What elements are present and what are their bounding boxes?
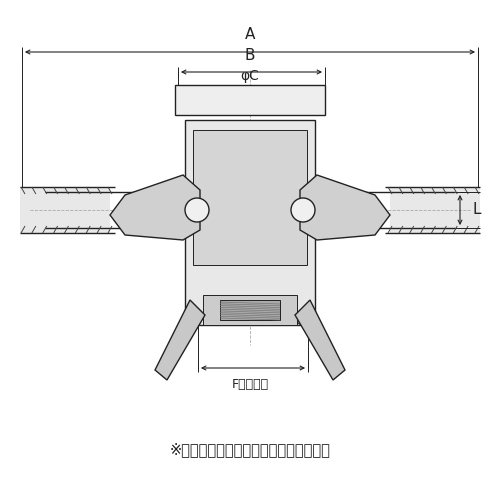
Bar [175,85,325,115]
Polygon shape [295,300,345,380]
Text: A: A [245,27,255,42]
Bar [203,295,297,325]
Circle shape [291,198,315,222]
Text: ※８インチ品のカムアームは４本です。: ※８インチ品のカムアームは４本です。 [170,442,330,458]
Text: S: S [284,312,314,338]
Polygon shape [155,300,205,380]
Bar [20,187,110,233]
Bar [390,187,480,233]
Bar [185,120,315,325]
Text: B: B [245,48,256,63]
Text: M: M [123,206,136,220]
Text: F（対辺）: F（対辺） [232,378,268,391]
Text: L: L [472,202,480,218]
Polygon shape [110,175,200,240]
Bar [220,300,280,320]
Polygon shape [300,175,390,240]
Text: φC: φC [240,69,260,83]
Circle shape [185,198,209,222]
Bar [193,130,307,265]
